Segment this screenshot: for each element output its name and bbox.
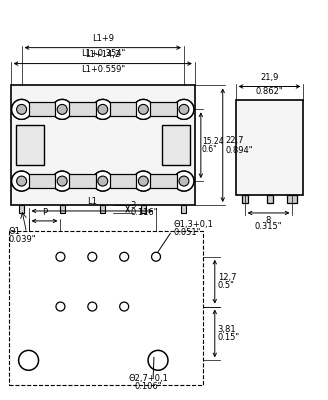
- Text: 0.315": 0.315": [255, 222, 282, 231]
- Circle shape: [93, 100, 113, 119]
- Bar: [151, 174, 177, 188]
- Text: Θ2,7+0,1: Θ2,7+0,1: [128, 374, 168, 383]
- Bar: [181, 205, 186, 213]
- Bar: [151, 102, 177, 116]
- Circle shape: [88, 302, 97, 311]
- Text: 0.116": 0.116": [131, 208, 158, 218]
- Bar: [110, 102, 136, 116]
- Circle shape: [52, 171, 72, 191]
- Bar: [162, 125, 190, 165]
- Bar: [110, 174, 136, 188]
- Bar: [267, 195, 273, 203]
- Text: L1: L1: [87, 197, 97, 206]
- Circle shape: [133, 171, 153, 191]
- Text: L1+14,2: L1+14,2: [85, 50, 120, 59]
- Circle shape: [174, 100, 194, 119]
- Text: 15.24: 15.24: [202, 137, 223, 146]
- Text: 8: 8: [266, 216, 271, 225]
- Bar: [69, 102, 96, 116]
- Circle shape: [12, 171, 31, 191]
- Text: 0.6": 0.6": [202, 145, 217, 154]
- Text: Θ1: Θ1: [9, 227, 21, 236]
- Text: 0.894": 0.894": [226, 146, 253, 155]
- Text: 3,81: 3,81: [218, 325, 236, 334]
- Bar: [29, 174, 55, 188]
- Circle shape: [133, 171, 153, 191]
- Bar: [60, 205, 65, 213]
- Bar: [110, 174, 136, 188]
- Circle shape: [19, 350, 38, 370]
- Circle shape: [93, 171, 113, 191]
- Text: 0.039": 0.039": [9, 235, 36, 244]
- Text: L1+9: L1+9: [92, 34, 114, 43]
- Text: 0.106": 0.106": [134, 382, 162, 391]
- Text: 0.051": 0.051": [174, 228, 201, 237]
- Circle shape: [120, 252, 129, 261]
- Circle shape: [52, 100, 72, 119]
- Text: L1+0.354": L1+0.354": [81, 49, 125, 58]
- Circle shape: [98, 176, 108, 186]
- Bar: [29, 174, 55, 188]
- Text: 0.862": 0.862": [256, 88, 283, 96]
- Circle shape: [93, 100, 113, 119]
- Text: 22,7: 22,7: [226, 136, 244, 145]
- Bar: [151, 102, 177, 116]
- Circle shape: [52, 100, 72, 119]
- Text: P: P: [42, 208, 47, 217]
- Bar: [242, 195, 248, 203]
- Circle shape: [138, 104, 148, 114]
- Bar: [287, 195, 297, 203]
- Bar: [19, 205, 24, 213]
- Bar: [9, 231, 203, 385]
- Circle shape: [52, 171, 72, 191]
- Circle shape: [152, 252, 160, 261]
- Bar: [69, 174, 96, 188]
- Bar: [69, 102, 96, 116]
- Circle shape: [12, 171, 31, 191]
- Circle shape: [174, 171, 194, 191]
- Circle shape: [138, 176, 148, 186]
- Circle shape: [179, 104, 189, 114]
- Text: 0.15": 0.15": [218, 333, 240, 342]
- Circle shape: [120, 302, 129, 311]
- Bar: [151, 174, 177, 188]
- Text: 0.5": 0.5": [218, 281, 235, 290]
- Circle shape: [57, 176, 67, 186]
- Circle shape: [57, 104, 67, 114]
- Circle shape: [133, 100, 153, 119]
- Circle shape: [17, 104, 27, 114]
- Circle shape: [174, 171, 194, 191]
- Circle shape: [93, 171, 113, 191]
- Circle shape: [12, 100, 31, 119]
- Text: 3: 3: [131, 202, 136, 210]
- Circle shape: [133, 100, 153, 119]
- Bar: [10, 86, 195, 205]
- Circle shape: [88, 252, 97, 261]
- Circle shape: [174, 100, 194, 119]
- Circle shape: [12, 100, 31, 119]
- Circle shape: [56, 252, 65, 261]
- Bar: [100, 205, 105, 213]
- Circle shape: [98, 104, 108, 114]
- Bar: [110, 102, 136, 116]
- Bar: [16, 125, 44, 165]
- Text: 21,9: 21,9: [260, 72, 279, 82]
- Text: 12,7: 12,7: [218, 273, 236, 282]
- Text: Θ1,3+0,1: Θ1,3+0,1: [174, 220, 214, 229]
- Bar: [29, 102, 55, 116]
- Circle shape: [56, 302, 65, 311]
- Bar: [141, 205, 146, 213]
- Bar: [29, 102, 55, 116]
- Circle shape: [148, 350, 168, 370]
- Text: L1+0.559": L1+0.559": [81, 64, 125, 74]
- Bar: [69, 174, 96, 188]
- Circle shape: [17, 176, 27, 186]
- Circle shape: [179, 176, 189, 186]
- Bar: [236, 100, 303, 195]
